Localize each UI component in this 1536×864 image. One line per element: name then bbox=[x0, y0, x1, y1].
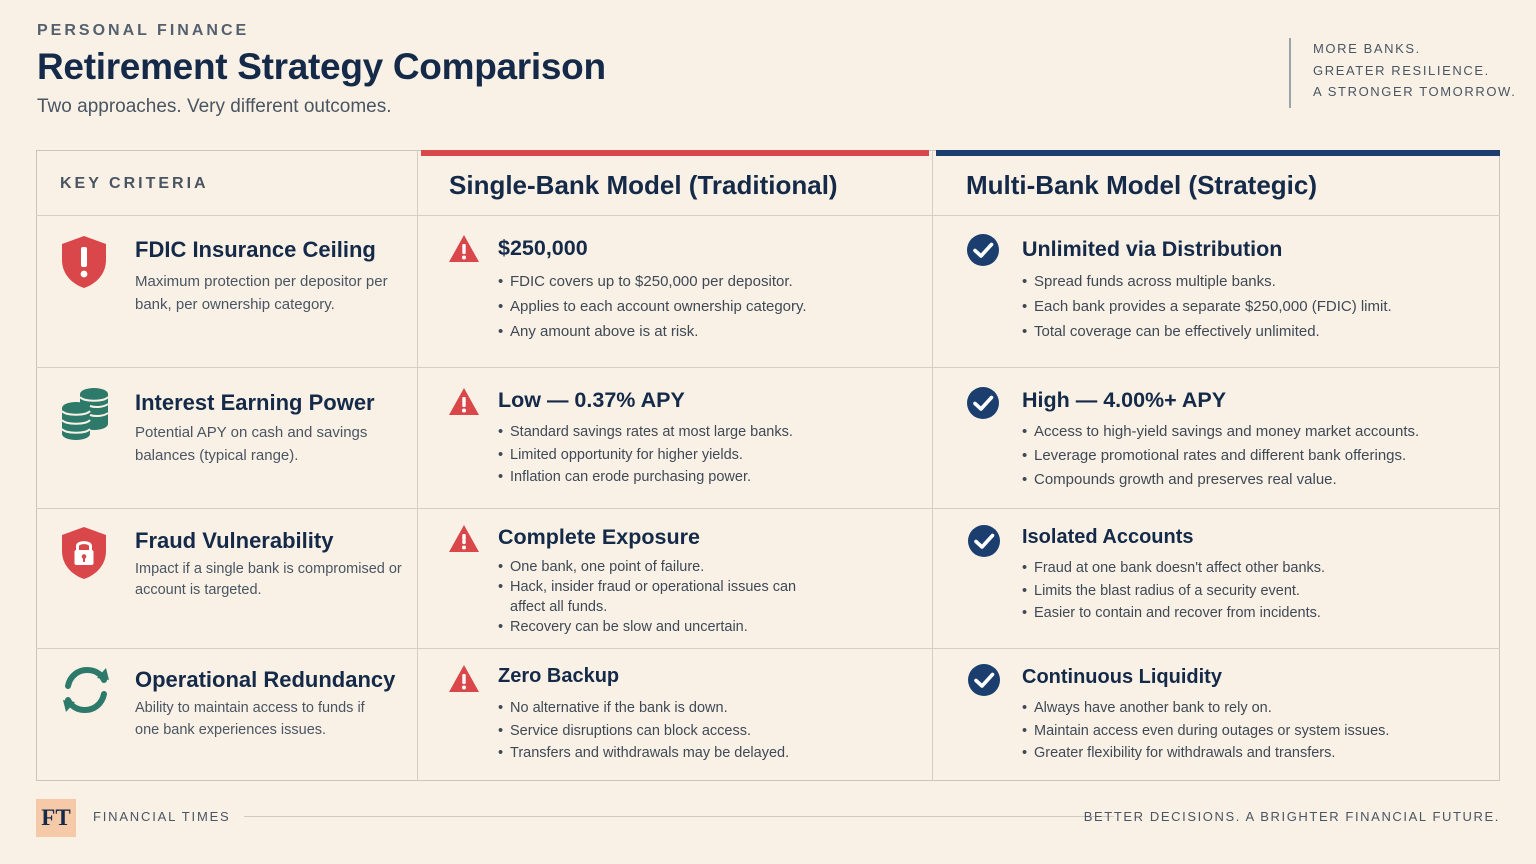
list-item: Always have another bank to rely on. bbox=[1022, 697, 1389, 720]
list-item: Limits the blast radius of a security ev… bbox=[1022, 580, 1325, 603]
page-title: Retirement Strategy Comparison bbox=[37, 46, 606, 87]
criterion-description: Potential APY on cash and savings balanc… bbox=[135, 424, 368, 464]
list-item: Greater flexibility for withdrawals and … bbox=[1022, 742, 1389, 765]
single-bullets: FDIC covers up to $250,000 per depositor… bbox=[498, 269, 807, 344]
list-item: Leverage promotional rates and different… bbox=[1022, 444, 1419, 468]
criterion-description: Impact if a single bank is compromised o… bbox=[135, 561, 402, 598]
single-bullets: One bank, one point of failure. Hack, in… bbox=[498, 557, 808, 637]
multi-headline: High — 4.00%+ APY bbox=[1022, 388, 1227, 412]
shield-alert-icon bbox=[58, 234, 110, 290]
page-subtitle: Two approaches. Very different outcomes. bbox=[37, 96, 392, 117]
column-divider bbox=[417, 150, 418, 781]
check-circle-icon bbox=[967, 524, 1001, 558]
single-bank-header: Single-Bank Model (Traditional) bbox=[449, 170, 838, 200]
list-item: Service disruptions can block access. bbox=[498, 720, 789, 743]
tagline-line: MORE BANKS. bbox=[1313, 41, 1421, 56]
criterion-title: FDIC Insurance Ceiling bbox=[135, 237, 376, 262]
list-item: Any amount above is at risk. bbox=[498, 319, 807, 344]
list-item: Fraud at one bank doesn't affect other b… bbox=[1022, 557, 1325, 580]
comparison-table: KEY CRITERIA Single-Bank Model (Traditio… bbox=[36, 150, 1500, 781]
list-item: Recovery can be slow and uncertain. bbox=[498, 617, 808, 637]
criterion-title: Interest Earning Power bbox=[135, 390, 375, 415]
list-item: Applies to each account ownership catego… bbox=[498, 294, 807, 319]
list-item: Spread funds across multiple banks. bbox=[1022, 269, 1392, 294]
tagline: MORE BANKS. GREATER RESILIENCE. A STRONG… bbox=[1289, 38, 1516, 108]
column-divider bbox=[932, 150, 933, 781]
list-item: FDIC covers up to $250,000 per depositor… bbox=[498, 269, 807, 294]
list-item: Maintain access even during outages or s… bbox=[1022, 720, 1389, 743]
criterion-title: Fraud Vulnerability bbox=[135, 528, 334, 553]
single-headline: Low — 0.37% APY bbox=[498, 388, 685, 412]
list-item: Compounds growth and preserves real valu… bbox=[1022, 468, 1419, 492]
list-item: Each bank provides a separate $250,000 (… bbox=[1022, 294, 1392, 319]
multi-bank-header: Multi-Bank Model (Strategic) bbox=[966, 170, 1318, 200]
section-kicker: PERSONAL FINANCE bbox=[37, 22, 250, 39]
refresh-arrows-icon bbox=[60, 664, 112, 716]
footer-slogan: BETTER DECISIONS. A BRIGHTER FINANCIAL F… bbox=[1083, 809, 1500, 824]
tagline-line: GREATER RESILIENCE. bbox=[1313, 62, 1490, 78]
multi-bullets: Always have another bank to rely on. Mai… bbox=[1022, 697, 1389, 765]
list-item: Total coverage can be effectively unlimi… bbox=[1022, 319, 1392, 344]
coin-stack-icon bbox=[58, 384, 112, 444]
list-item: No alternative if the bank is down. bbox=[498, 697, 789, 720]
multi-bullets: Access to high-yield savings and money m… bbox=[1022, 420, 1419, 492]
tagline-line: A STRONGER TOMORROW. bbox=[1313, 84, 1517, 99]
list-item: Transfers and withdrawals may be delayed… bbox=[498, 742, 789, 765]
check-circle-icon bbox=[966, 386, 1000, 420]
list-item: Access to high-yield savings and money m… bbox=[1022, 420, 1419, 444]
criteria-header: KEY CRITERIA bbox=[60, 175, 209, 192]
row-divider bbox=[36, 648, 1500, 649]
single-headline: $250,000 bbox=[498, 236, 588, 260]
list-item: Standard savings rates at most large ban… bbox=[498, 421, 793, 444]
criterion-title: Operational Redundancy bbox=[135, 667, 396, 692]
criterion-description: Maximum protection per depositor per ban… bbox=[135, 273, 388, 313]
warning-icon bbox=[447, 385, 481, 419]
warning-icon bbox=[447, 662, 481, 696]
criterion-description: Ability to maintain access to funds if o… bbox=[135, 700, 365, 738]
single-bank-accent-bar bbox=[421, 150, 929, 156]
footer-divider bbox=[244, 816, 1114, 817]
list-item: Hack, insider fraud or operational issue… bbox=[498, 577, 808, 617]
shield-lock-icon bbox=[58, 525, 110, 581]
list-item: Limited opportunity for higher yields. bbox=[498, 444, 793, 467]
row-divider bbox=[36, 508, 1500, 509]
check-circle-icon bbox=[967, 663, 1001, 697]
multi-bank-accent-bar bbox=[936, 150, 1500, 156]
multi-headline: Continuous Liquidity bbox=[1022, 666, 1222, 688]
row-divider bbox=[36, 367, 1500, 368]
check-circle-icon bbox=[966, 233, 1000, 267]
footer-brand: FINANCIAL TIMES bbox=[93, 809, 231, 824]
multi-headline: Unlimited via Distribution bbox=[1022, 237, 1283, 261]
multi-headline: Isolated Accounts bbox=[1022, 526, 1194, 548]
single-bullets: No alternative if the bank is down. Serv… bbox=[498, 697, 789, 765]
single-bullets: Standard savings rates at most large ban… bbox=[498, 421, 793, 489]
multi-bullets: Fraud at one bank doesn't affect other b… bbox=[1022, 557, 1325, 625]
ft-logo: FT bbox=[36, 799, 76, 837]
multi-bullets: Spread funds across multiple banks. Each… bbox=[1022, 269, 1392, 344]
list-item: One bank, one point of failure. bbox=[498, 557, 808, 577]
single-headline: Zero Backup bbox=[498, 665, 620, 687]
warning-icon bbox=[447, 232, 481, 266]
single-headline: Complete Exposure bbox=[498, 525, 700, 549]
list-item: Inflation can erode purchasing power. bbox=[498, 466, 793, 489]
list-item: Easier to contain and recover from incid… bbox=[1022, 602, 1325, 625]
warning-icon bbox=[447, 522, 481, 556]
row-divider bbox=[36, 215, 1500, 216]
